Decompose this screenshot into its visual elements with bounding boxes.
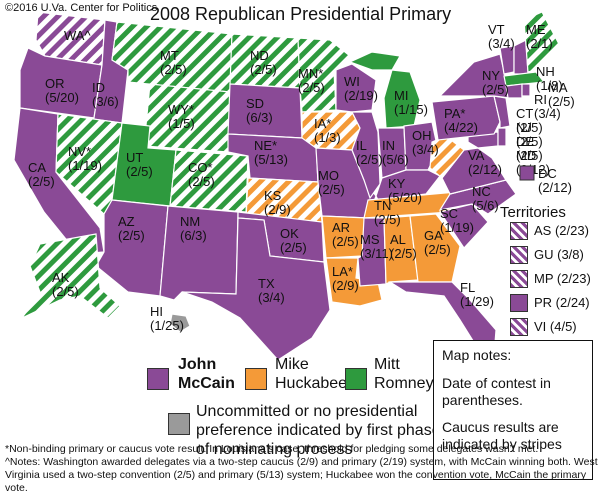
label-la: LA* (2/9) [332,264,359,293]
legend-label-mccain: John McCain [178,356,235,392]
label-co: CO* (2/5) [188,160,215,189]
label-dc: DC (2/12) [538,166,572,195]
state-ma [503,71,546,87]
label-va: VA (2/12) [468,148,502,177]
state-wi [335,63,377,113]
label-ca: CA (2/5) [28,160,55,189]
state-hi [169,313,191,333]
territory-swatch [510,318,528,336]
territory-label: VI (4/5) [534,319,577,334]
label-wa: WA^ [64,28,91,43]
legend-swatch-mccain [147,368,169,390]
label-ny: NY (2/5) [482,68,509,97]
territory-label: GU (3/8) [534,247,584,262]
label-il: IL (2/5) [356,138,383,167]
label-sc: SC (1/19) [440,206,474,235]
legend-label-uncommitted: Uncommitted or no presidential preference… [196,403,441,458]
legend-swatch-huckabee [245,368,267,390]
label-id: ID (3/6) [92,80,119,109]
label-nv: NV* (1/19) [68,144,102,173]
notes-line1: Date of contest in [442,375,551,391]
label-or: OR (5/20) [45,76,79,105]
territory-swatch [510,294,528,312]
label-ri: RI (3/4) [534,92,561,121]
label-az: AZ (2/5) [118,214,145,243]
label-de: DE (2/5) [516,134,543,163]
label-ak: AK (2/5) [52,270,79,299]
label-fl: FL (1/29) [460,280,494,309]
state-mn [297,37,351,113]
label-tn: TN (2/5) [374,198,401,227]
label-ma: MA (2/5) [548,80,575,109]
map-title: 2008 Republican Presidential Primary [150,4,452,24]
notes-heading: Map notes: [442,347,512,363]
label-in: IN (5/6) [382,138,409,167]
label-ky: KY (5/20) [388,176,422,205]
label-ga: GA (2/5) [424,228,451,257]
footnote-1: *Non-binding primary or caucus vote resu… [5,443,539,455]
notes-line3: Caucus results are [442,419,559,435]
label-sd: SD (6/3) [246,96,273,125]
notes-line4: indicated by stripes [442,436,562,452]
label-oh: OH (3/4) [412,128,439,157]
state-tx [181,217,331,361]
label-vt: VT (3/4) [488,22,515,51]
label-hi: HI (1/25) [150,304,184,333]
territory-label: AS (2/23) [534,223,589,238]
territory-swatch [510,246,528,264]
label-mn: MN* (2/5) [298,66,325,95]
label-ut: UT (2/5) [126,150,153,179]
footnote-3: Virginia used a two-step convention (2/5… [5,469,587,494]
state-me [523,11,561,73]
label-al: AL (2/5) [390,232,417,261]
label-ct: CT (2/5) [516,106,543,135]
state-ga [409,213,461,283]
notes-line2: parentheses. [442,392,523,408]
label-ms: MS (3/11) [360,232,393,261]
map-notes: Map notes: Date of contest in parenthese… [433,340,593,480]
label-mo: MO (2/5) [318,168,345,197]
dc-swatch [519,165,535,181]
label-me: ME (2/1) [526,22,553,51]
state-de [497,127,507,147]
territory-label: PR (2/24) [534,295,590,310]
label-nd: ND (2/5) [250,48,277,77]
label-tx: TX (3/4) [258,276,285,305]
state-ak [20,233,121,320]
label-ks: KS (2/9) [264,188,291,217]
label-ar: AR (2/5) [332,220,359,249]
copyright-text: ©2016 U.Va. Center for Politics [5,2,158,14]
state-mi-up [348,51,401,71]
legend-label-romney: Mitt Romney [374,356,434,392]
label-wi: WI (2/19) [344,74,378,103]
state-az [95,199,169,297]
label-pa: PA* (4/22) [444,106,478,135]
territory-swatch [510,270,528,288]
label-nc: NC (5/6) [472,184,499,213]
label-nm: NM (6/3) [180,214,207,243]
territory-label: MP (2/23) [534,271,591,286]
state-ct [505,83,523,99]
legend-swatch-uncommitted [168,413,190,435]
footnote-2: ^Notes: Washington awarded delegates via… [5,456,598,468]
state-il [351,111,381,200]
label-ne: NE* (5/13) [254,138,288,167]
legend-swatch-romney [345,368,367,390]
state-sc [439,203,489,249]
label-ia: IA* (1/3) [314,116,341,145]
legend-label-huckabee: Mike Huckabee [275,356,348,392]
label-nh: NH (1/8) [536,64,563,93]
label-mi: MI (1/15) [394,88,428,117]
state-ri [521,83,531,97]
territory-swatch [510,222,528,240]
label-mt: MT (2/5) [160,48,187,77]
state-al [383,215,419,285]
label-wy: WY* (1/5) [168,102,195,131]
territories-heading: Territories [500,204,566,221]
label-nj: NJ (2/5) [516,120,543,149]
label-ok: OK (2/5) [280,226,307,255]
state-pa [431,95,501,141]
